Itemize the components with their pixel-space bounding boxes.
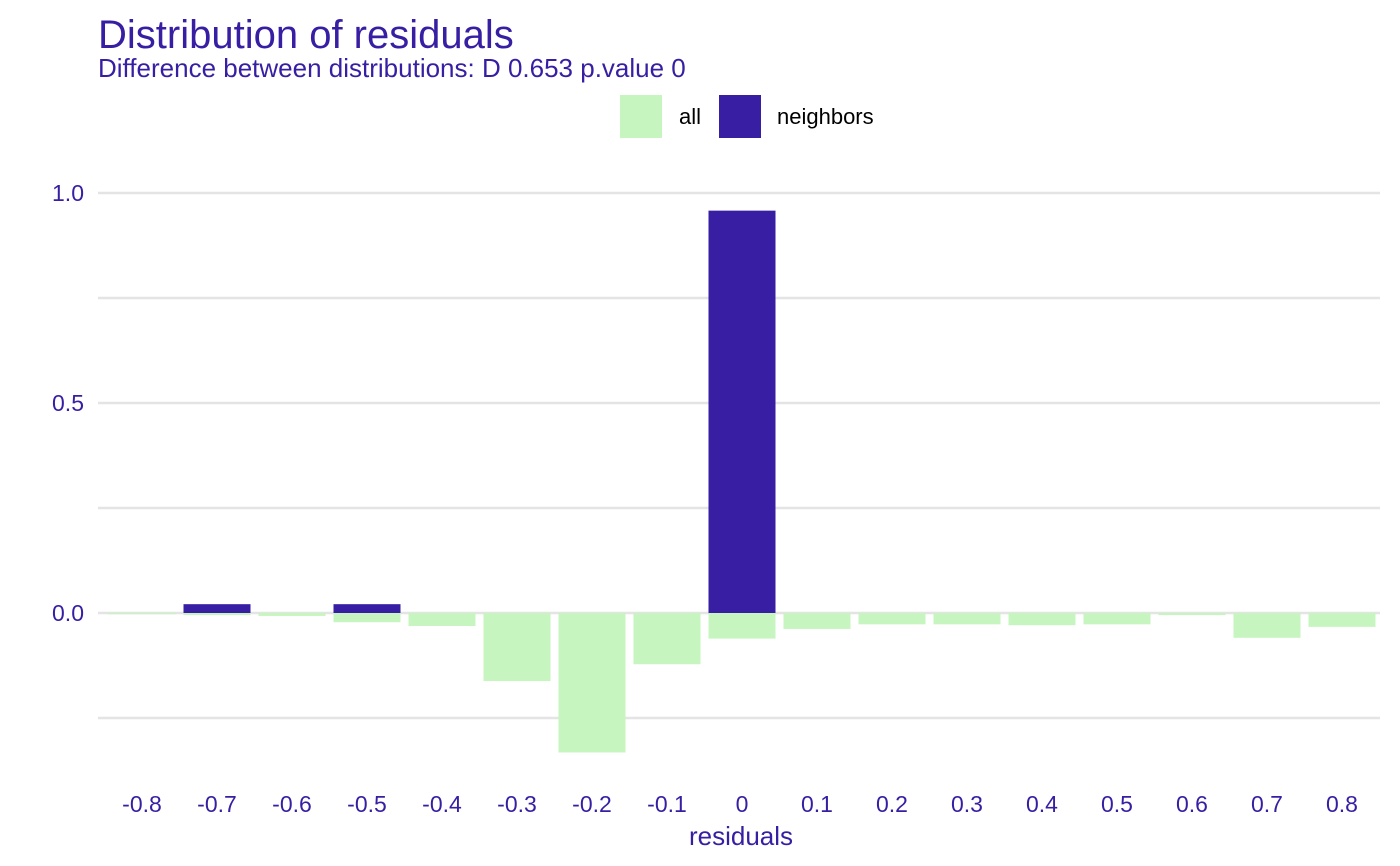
bar-all-0.1 bbox=[783, 613, 851, 629]
bar-all-0.2 bbox=[858, 613, 926, 625]
bar-all-0.8 bbox=[1308, 613, 1376, 627]
chart-title: Distribution of residuals bbox=[98, 13, 514, 57]
bar-all--0.5 bbox=[333, 613, 401, 623]
x-tick-label: 0.4 bbox=[1026, 791, 1058, 817]
bar-neighbors--0.5 bbox=[333, 604, 401, 613]
x-tick-label: 0 bbox=[736, 791, 749, 817]
x-tick-label: 0.5 bbox=[1101, 791, 1133, 817]
bar-all--0.1 bbox=[633, 613, 701, 665]
chart-subtitle: Difference between distributions: D 0.65… bbox=[98, 53, 686, 83]
bar-all-0.7 bbox=[1233, 613, 1301, 638]
legend-label-neighbors: neighbors bbox=[777, 104, 874, 129]
x-tick-label: 0.6 bbox=[1176, 791, 1208, 817]
x-tick-label: 0.8 bbox=[1326, 791, 1358, 817]
x-tick-label: -0.2 bbox=[572, 791, 612, 817]
legend-swatch-neighbors bbox=[719, 95, 761, 138]
x-tick-label: -0.5 bbox=[347, 791, 387, 817]
x-tick-label: 0.2 bbox=[876, 791, 908, 817]
x-axis-title: residuals bbox=[689, 821, 793, 851]
y-axis-ticks: 0.0 0.5 1.0 bbox=[52, 180, 84, 626]
x-tick-label: -0.8 bbox=[122, 791, 162, 817]
x-tick-label: -0.1 bbox=[647, 791, 687, 817]
x-tick-label: 0.3 bbox=[951, 791, 983, 817]
x-tick-label: 0.7 bbox=[1251, 791, 1283, 817]
y-tick-label: 1.0 bbox=[52, 180, 84, 206]
x-tick-label: 0.1 bbox=[801, 791, 833, 817]
bar-all--0.4 bbox=[408, 613, 476, 627]
bar-all-0.4 bbox=[1008, 613, 1076, 626]
bars bbox=[108, 210, 1376, 753]
bar-neighbors--0.7 bbox=[183, 604, 251, 613]
bar-all-0.6 bbox=[1158, 613, 1226, 616]
x-tick-label: -0.7 bbox=[197, 791, 237, 817]
x-tick-label: -0.6 bbox=[272, 791, 312, 817]
legend-label-all: all bbox=[679, 104, 701, 129]
bar-all--0.7 bbox=[183, 613, 251, 616]
x-axis-ticks: -0.8 -0.7 -0.6 -0.5 -0.4 -0.3 -0.2 -0.1 0 0.1 0.2 0… bbox=[122, 791, 1358, 817]
bar-all--0.6 bbox=[258, 613, 326, 616]
bar-all--0.2 bbox=[558, 613, 626, 753]
y-tick-label: 0.5 bbox=[52, 390, 84, 416]
y-tick-label: 0.0 bbox=[52, 600, 84, 626]
legend: all neighbors bbox=[620, 95, 874, 138]
bar-neighbors-0 bbox=[708, 210, 776, 613]
legend-swatch-all bbox=[620, 95, 662, 138]
bar-all-0.3 bbox=[933, 613, 1001, 625]
bar-all--0.8 bbox=[108, 613, 176, 615]
x-tick-label: -0.3 bbox=[497, 791, 537, 817]
x-tick-label: -0.4 bbox=[422, 791, 462, 817]
bar-all-0.5 bbox=[1083, 613, 1151, 625]
bar-all-0 bbox=[708, 613, 776, 639]
bar-all--0.3 bbox=[483, 613, 551, 682]
